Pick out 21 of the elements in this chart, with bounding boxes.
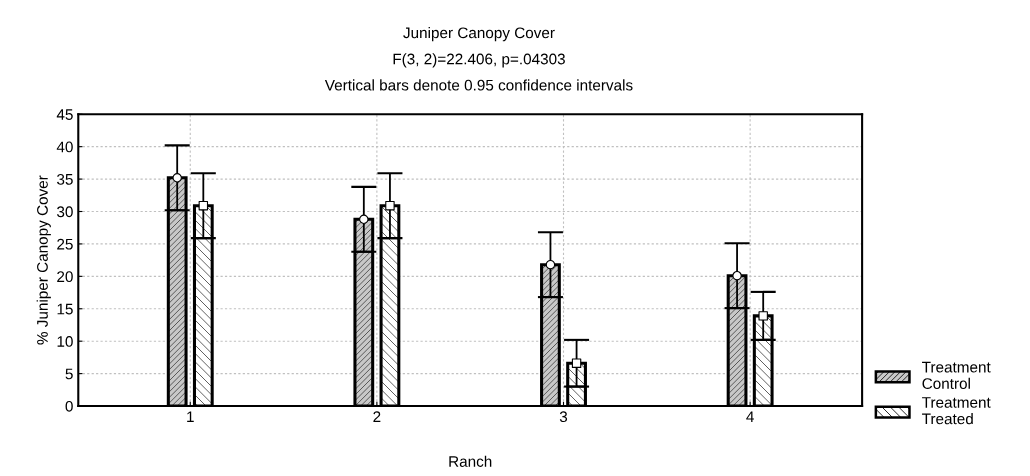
- y-tick-label: 35: [57, 173, 73, 185]
- x-tick-label: 4: [746, 411, 754, 422]
- y-tick-label: 10: [57, 336, 73, 347]
- chart-subtitle: F(3, 2)=22.406, p=.04303: [393, 53, 565, 68]
- y-tick-label: 20: [57, 271, 73, 283]
- x-tick-label: 1: [187, 411, 194, 422]
- y-axis-title: % Juniper Canopy Cover: [36, 175, 51, 345]
- y-tick-label: 0: [65, 400, 73, 412]
- text: Treatment Treated: [922, 397, 991, 425]
- y-tick-label: 40: [56, 141, 73, 153]
- text: Treatment Control: [922, 361, 991, 389]
- y-tick-label: 30: [57, 206, 73, 218]
- x-tick-label: 3: [559, 411, 568, 423]
- y-tick-label: 15: [57, 303, 73, 315]
- y-tick-label: 25: [57, 238, 73, 250]
- y-tick-label: 5: [65, 368, 73, 380]
- text: Vertical bars denote 0.95 confidence intervals: [324, 79, 633, 91]
- x-axis-title: Ranch: [449, 455, 492, 467]
- y-tick-label: 45: [56, 109, 73, 120]
- chart-title: Juniper Canopy Cover: [403, 27, 555, 42]
- x-tick-label: 2: [373, 411, 381, 422]
